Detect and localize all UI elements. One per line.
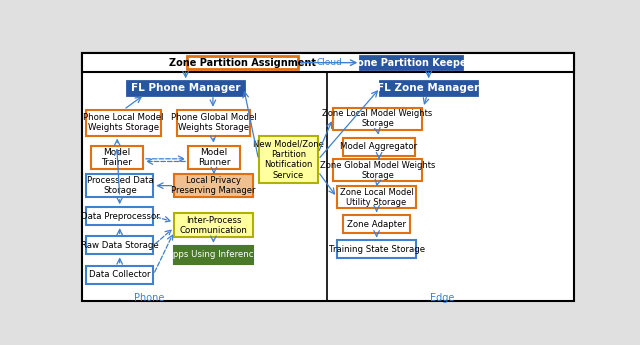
FancyBboxPatch shape	[86, 110, 161, 136]
Text: Phone Global Model
Weights Storage: Phone Global Model Weights Storage	[170, 113, 256, 132]
Text: Data Collector: Data Collector	[89, 270, 150, 279]
Text: Zone Local Model
Utility Storage: Zone Local Model Utility Storage	[340, 188, 413, 207]
FancyBboxPatch shape	[86, 236, 154, 255]
Text: Edge: Edge	[430, 293, 454, 303]
FancyBboxPatch shape	[343, 215, 410, 233]
Text: Zone Global Model Weights
Storage: Zone Global Model Weights Storage	[320, 160, 435, 180]
FancyBboxPatch shape	[83, 52, 573, 72]
Text: Inter-Process
Communication: Inter-Process Communication	[179, 216, 248, 235]
Text: Local Privacy
Preserving Manager: Local Privacy Preserving Manager	[171, 176, 255, 195]
Text: Model
Trainer: Model Trainer	[102, 148, 132, 167]
Text: Phone: Phone	[134, 293, 164, 303]
FancyBboxPatch shape	[86, 207, 154, 225]
FancyBboxPatch shape	[91, 146, 143, 169]
FancyBboxPatch shape	[333, 108, 422, 130]
FancyBboxPatch shape	[337, 186, 416, 208]
FancyBboxPatch shape	[337, 240, 416, 258]
Text: FL Zone Manager: FL Zone Manager	[378, 83, 479, 93]
FancyBboxPatch shape	[343, 138, 415, 156]
FancyBboxPatch shape	[86, 266, 154, 284]
Text: Zone Adapter: Zone Adapter	[347, 220, 406, 229]
Text: Zone Partition Assignment: Zone Partition Assignment	[169, 58, 316, 68]
FancyBboxPatch shape	[360, 56, 462, 69]
FancyBboxPatch shape	[83, 52, 573, 301]
Text: Raw Data Storage: Raw Data Storage	[81, 241, 159, 250]
FancyBboxPatch shape	[187, 56, 298, 69]
FancyBboxPatch shape	[177, 110, 250, 136]
Text: Cloud: Cloud	[316, 58, 342, 67]
Text: New Model/Zone
Partition
Notification
Service: New Model/Zone Partition Notification Se…	[253, 139, 324, 180]
Text: Phone Local Model
Weights Storage: Phone Local Model Weights Storage	[83, 113, 164, 132]
Text: Zone Local Model Weights
Storage: Zone Local Model Weights Storage	[323, 109, 433, 128]
FancyBboxPatch shape	[259, 136, 318, 183]
FancyBboxPatch shape	[174, 174, 253, 197]
FancyBboxPatch shape	[188, 146, 240, 169]
FancyBboxPatch shape	[380, 81, 477, 95]
Text: Data Preprocessor: Data Preprocessor	[81, 212, 159, 221]
Text: Model Aggregator: Model Aggregator	[340, 142, 417, 151]
FancyBboxPatch shape	[174, 213, 253, 237]
FancyBboxPatch shape	[127, 81, 244, 95]
Text: Processed Data
Storage: Processed Data Storage	[86, 176, 154, 195]
Text: FL Phone Manager: FL Phone Manager	[131, 83, 240, 93]
Text: Model
Runner: Model Runner	[198, 148, 230, 167]
Text: Apps Using Inference: Apps Using Inference	[168, 250, 259, 259]
FancyBboxPatch shape	[174, 246, 253, 264]
FancyBboxPatch shape	[333, 159, 422, 181]
Text: Zone Partition Keeper: Zone Partition Keeper	[350, 58, 472, 68]
Text: Training State Storage: Training State Storage	[328, 245, 425, 254]
FancyBboxPatch shape	[86, 174, 154, 197]
